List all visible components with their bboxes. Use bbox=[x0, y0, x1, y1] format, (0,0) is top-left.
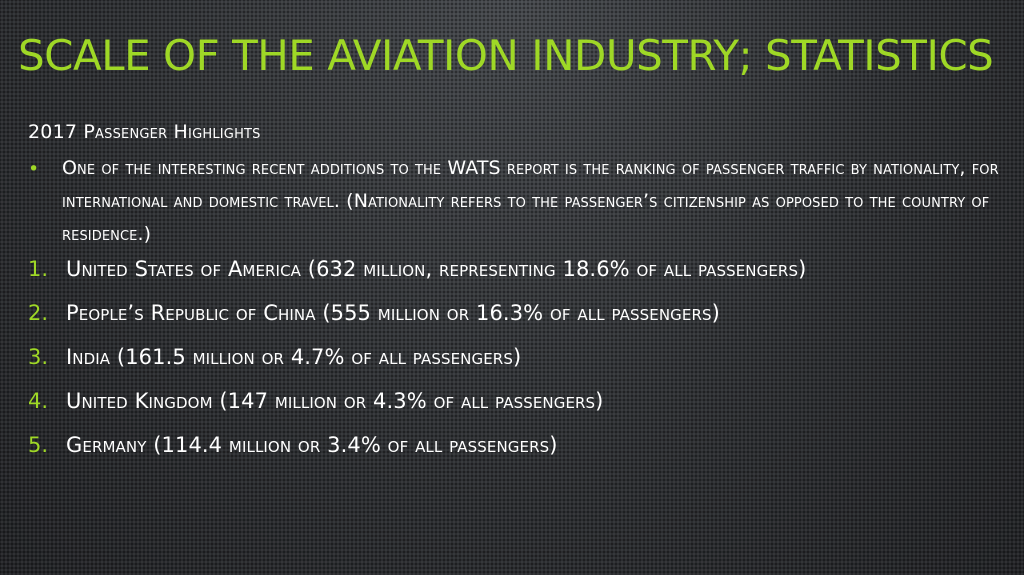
ranking-number: 4. bbox=[28, 389, 49, 413]
ranking-number: 1. bbox=[28, 257, 49, 281]
ranking-text: Germany (114.4 million or 3.4% of all pa… bbox=[66, 433, 558, 457]
bullet-point: • One of the interesting recent addition… bbox=[28, 152, 1003, 251]
ranking-text: United Kingdom (147 million or 4.3% of a… bbox=[66, 389, 604, 413]
ranking-number: 3. bbox=[28, 345, 49, 369]
ranking-list: 1. United States of America (632 million… bbox=[28, 257, 1003, 477]
ranking-number: 2. bbox=[28, 301, 49, 325]
ranking-item: 4. United Kingdom (147 million or 4.3% o… bbox=[28, 389, 1003, 433]
ranking-text: India (161.5 million or 4.7% of all pass… bbox=[66, 345, 522, 369]
ranking-text: People’s Republic of China (555 million … bbox=[66, 301, 720, 325]
ranking-item: 3. India (161.5 million or 4.7% of all p… bbox=[28, 345, 1003, 389]
bullet-dot-icon: • bbox=[28, 158, 40, 180]
ranking-item: 5. Germany (114.4 million or 3.4% of all… bbox=[28, 433, 1003, 477]
subheading: 2017 Passenger Highlights bbox=[28, 121, 261, 143]
slide-title: Scale of the Aviation Industry; Statisti… bbox=[18, 31, 994, 80]
ranking-text: United States of America (632 million, r… bbox=[66, 257, 807, 281]
ranking-number: 5. bbox=[28, 433, 49, 457]
ranking-item: 1. United States of America (632 million… bbox=[28, 257, 1003, 301]
ranking-item: 2. People’s Republic of China (555 milli… bbox=[28, 301, 1003, 345]
slide-content: 2017 Passenger Highlights • One of the i… bbox=[28, 116, 1003, 477]
bullet-text: One of the interesting recent additions … bbox=[62, 157, 999, 245]
